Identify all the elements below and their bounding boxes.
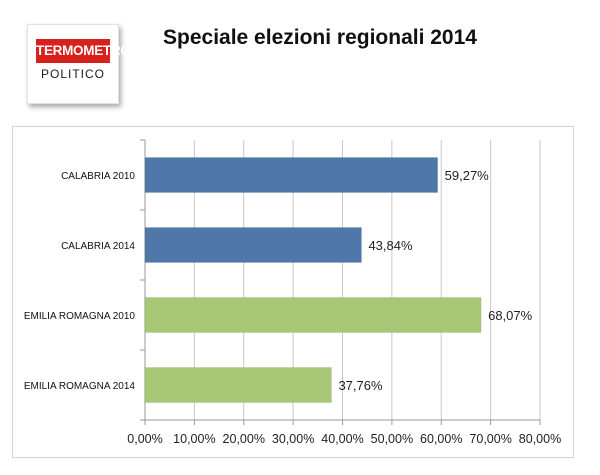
data-label: 37,76% bbox=[338, 378, 383, 393]
data-label: 59,27% bbox=[445, 168, 490, 183]
logo: TERMOMETRO POLITICO bbox=[27, 24, 131, 104]
category-label: EMILIA ROMAGNA 2014 bbox=[24, 381, 136, 392]
bar bbox=[144, 227, 362, 263]
bar bbox=[144, 157, 438, 193]
x-tick-label: 40,00% bbox=[321, 432, 363, 446]
x-tick-label: 50,00% bbox=[371, 432, 413, 446]
x-tick-label: 70,00% bbox=[469, 432, 511, 446]
logo-line-1: TERMOMETRO bbox=[36, 39, 131, 63]
x-tick-label: 60,00% bbox=[420, 432, 462, 446]
x-tick-label: 10,00% bbox=[173, 432, 215, 446]
page-title: Speciale elezioni regionali 2014 bbox=[163, 26, 477, 49]
bar bbox=[144, 367, 332, 403]
category-label: CALABRIA 2014 bbox=[61, 241, 135, 252]
logo-line-2: POLITICO bbox=[40, 67, 105, 81]
data-label: 68,07% bbox=[488, 308, 533, 323]
category-label: CALABRIA 2010 bbox=[61, 171, 135, 182]
x-tick-label: 80,00% bbox=[519, 432, 561, 446]
data-label: 43,84% bbox=[368, 238, 413, 253]
x-tick-label: 30,00% bbox=[272, 432, 314, 446]
x-tick-label: 20,00% bbox=[223, 432, 265, 446]
category-label: EMILIA ROMAGNA 2010 bbox=[24, 311, 136, 322]
x-tick-label: 0,00% bbox=[127, 432, 162, 446]
bar bbox=[144, 297, 482, 333]
